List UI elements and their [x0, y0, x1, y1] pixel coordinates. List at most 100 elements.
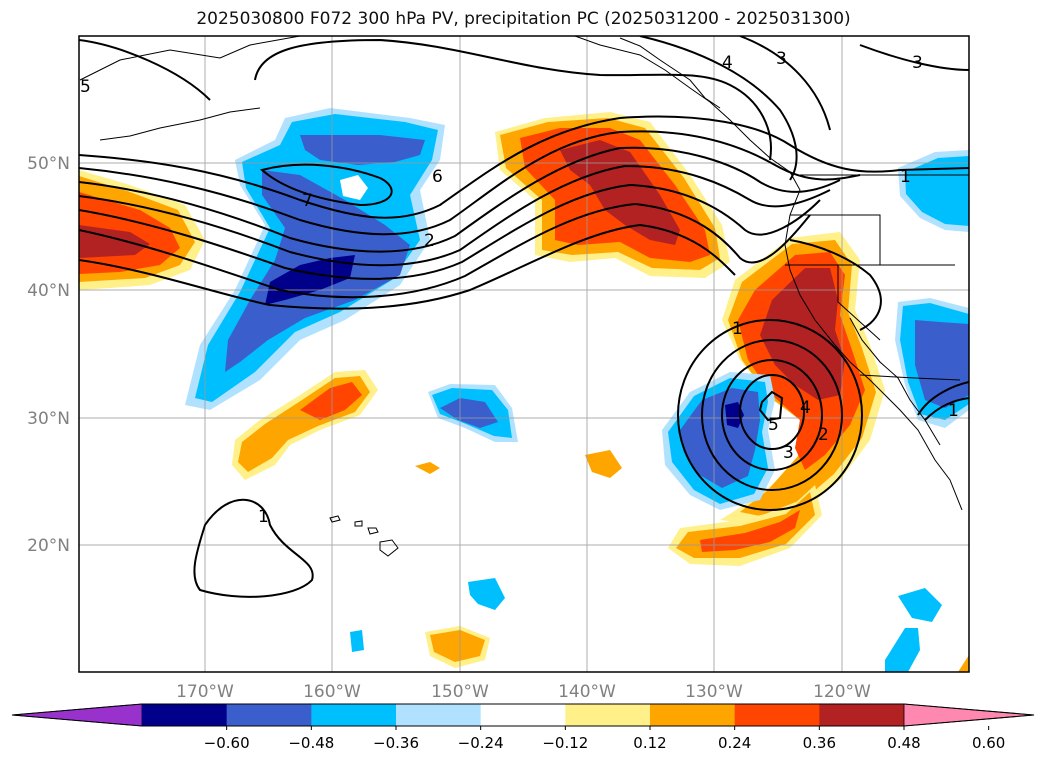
lat-label: 30°N — [27, 409, 70, 429]
shade-negative-se-1 — [898, 588, 942, 622]
shade-small-blob-4 — [468, 578, 505, 610]
shade-negative-ne-corner-2 — [905, 156, 969, 226]
contour-label: 1 — [948, 401, 959, 421]
colorbar-segment — [650, 704, 736, 726]
colorbar-outline — [11, 703, 1035, 727]
lat-label: 20°N — [27, 536, 70, 556]
pv-contours — [79, 36, 969, 598]
pv-contour-east-low-2 — [924, 397, 969, 421]
contour-label: 2 — [818, 425, 829, 445]
contour-label: 4 — [800, 398, 811, 418]
contour-label: 5 — [80, 77, 91, 97]
shade-positive-se-corner — [958, 655, 969, 672]
pv-ring-5 — [758, 390, 784, 422]
shade-small-blob-5 — [350, 630, 364, 652]
colorbar-segment — [565, 704, 651, 726]
colorbar-segment — [480, 704, 566, 726]
colorbar-segment — [396, 704, 482, 726]
colorbar-tick-label: −0.48 — [288, 734, 334, 752]
pv-contour-6 — [79, 202, 811, 299]
map-frame — [78, 35, 970, 673]
pv-contour-nw — [79, 39, 211, 101]
pv-contour-1 — [79, 115, 969, 219]
alaska-southeast — [619, 37, 721, 109]
pv-ring-2 — [701, 339, 843, 491]
pv-contour-north-2 — [639, 36, 798, 181]
contour-label: 2 — [424, 231, 435, 251]
colorbar-segment — [142, 704, 228, 726]
lon-label: 130°W — [685, 682, 743, 702]
contour-label: 3 — [912, 53, 923, 73]
alaska-coast — [79, 36, 301, 81]
colorbar-segment — [734, 704, 820, 726]
colorbar-tick-label: −0.60 — [204, 734, 250, 752]
pv-contour-4 — [79, 164, 831, 267]
shade-positive-south-3 — [700, 510, 800, 552]
latitude-labels: 50°N 40°N 30°N 20°N — [27, 154, 70, 556]
colorbar-segment — [819, 704, 905, 726]
pv-contour-trough — [789, 239, 882, 331]
pv-contour-east-low — [917, 381, 969, 416]
pv-contour-north-3 — [739, 36, 831, 131]
state-border-1 — [790, 214, 881, 265]
contour-label: 6 — [432, 167, 443, 187]
shade-positive-central-3 — [300, 382, 362, 420]
colorbar-tick-label: 0.48 — [887, 734, 920, 752]
lon-label: 120°W — [813, 682, 871, 702]
colorbar-tick-label: 0.60 — [972, 734, 1005, 752]
colorbar-tick-label: 0.36 — [803, 734, 836, 752]
pv-ring-4 — [739, 374, 805, 450]
lon-label: 160°W — [303, 682, 361, 702]
pv-contour-lobe — [259, 163, 393, 207]
contour-label: 1 — [900, 167, 911, 187]
colorbar-tick-label: −0.36 — [373, 734, 419, 752]
shade-small-blob-1 — [415, 462, 440, 474]
colorbar-tick-label: 0.12 — [633, 734, 666, 752]
lon-label: 170°W — [176, 682, 234, 702]
map-panel: 5 4 3 3 6 7 2 1 1 5 4 3 2 1 1 — [78, 35, 970, 673]
pv-contour-2 — [79, 130, 861, 236]
pv-contour-closed-south — [193, 498, 314, 598]
colorbar-extend-high — [903, 703, 1035, 727]
aleutians — [99, 107, 261, 141]
pv-contour-3 — [79, 146, 841, 253]
colorbar-segment — [311, 704, 397, 726]
lat-label: 50°N — [27, 154, 70, 174]
pv-contour-ne — [859, 44, 969, 71]
contour-label: 5 — [768, 415, 779, 435]
contour-label: 1 — [258, 507, 269, 527]
colorbar-tick-label: −0.24 — [458, 734, 504, 752]
contour-label: 1 — [732, 319, 743, 339]
lat-label: 40°N — [27, 281, 70, 301]
pv-ring-3 — [721, 359, 823, 471]
shade-small-blob-3b — [430, 630, 485, 662]
shade-negative-north-3 — [300, 135, 425, 165]
colorbar-tick-label: 0.24 — [718, 734, 751, 752]
lon-label: 150°W — [431, 682, 489, 702]
colorbar: −0.60 −0.48 −0.36 −0.24 −0.12 0.12 0.24 0.36 0.4… — [11, 703, 1035, 752]
us-mexico-border — [859, 374, 961, 381]
pv-contour-5 — [79, 183, 821, 280]
colorbar-segment — [226, 704, 312, 726]
contour-label: 7 — [302, 191, 313, 211]
longitude-labels: 170°W 160°W 150°W 140°W 130°W 120°W — [176, 682, 871, 702]
shade-white-hole — [340, 175, 368, 200]
shade-negative-150w-3 — [440, 398, 498, 428]
hawaii-islands — [329, 515, 399, 557]
gridlines — [79, 36, 969, 672]
shade-positive-ne-4 — [560, 140, 680, 245]
contour-label: 3 — [783, 443, 794, 463]
colorbar-tick-label: −0.12 — [542, 734, 588, 752]
lon-label: 140°W — [558, 682, 616, 702]
pv-contour-north — [254, 38, 772, 161]
contour-label: 3 — [776, 49, 787, 69]
coastline-north-america — [574, 36, 963, 511]
shade-small-blob-2 — [585, 450, 622, 478]
contour-label: 4 — [722, 53, 733, 73]
pv-contour-7 — [79, 223, 736, 310]
shade-positive-coast-4 — [760, 268, 845, 400]
colorbar-extend-low — [11, 703, 143, 727]
pv-contour-labels: 5 4 3 3 6 7 2 1 1 5 4 3 2 1 1 — [80, 49, 959, 527]
map-title: 2025030800 F072 300 hPa PV, precipitatio… — [196, 9, 851, 29]
